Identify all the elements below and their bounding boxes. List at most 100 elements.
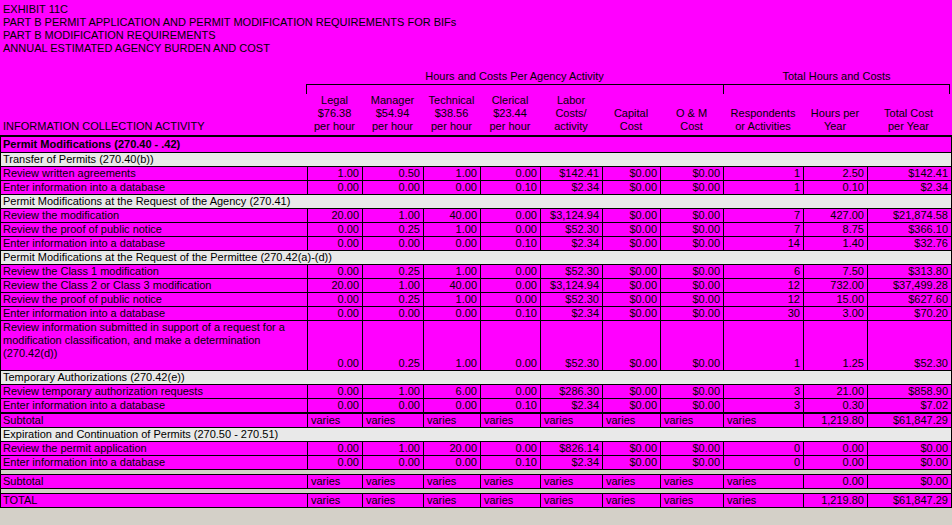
cell-legal: 0.00: [308, 456, 363, 469]
cell-manager: 0.25: [363, 265, 424, 278]
column-header-capital-cost: Capital Cost: [602, 107, 660, 135]
column-header-hours-per-year: Hours per Year: [803, 107, 867, 135]
activity-row: Enter information into a database0.000.0…: [1, 456, 951, 470]
cell-hours-per-year: 0.00: [804, 475, 868, 488]
cell-om-cost: $0.00: [661, 279, 724, 292]
cell-technical: varies: [424, 494, 481, 507]
cell-respondents: varies: [724, 475, 804, 488]
cell-manager: 0.00: [363, 456, 424, 469]
column-header-row: INFORMATION COLLECTION ACTIVITY Legal $7…: [0, 94, 952, 137]
cell-total-cost: $0.00: [868, 475, 951, 488]
cell-manager: varies: [363, 475, 424, 488]
activity-row: Review the modification20.001.0040.000.0…: [1, 209, 951, 223]
cell-labor-cost: $2.34: [541, 399, 603, 412]
cell-capital-cost: $0.00: [603, 181, 661, 194]
cell-total-cost: $61,847.29: [868, 414, 951, 427]
cell-om-cost: varies: [661, 494, 724, 507]
cell-capital-cost: $0.00: [603, 167, 661, 180]
cell-total-cost: $37,499.28: [868, 279, 951, 292]
activity-label: Subtotal: [1, 414, 308, 427]
cell-manager: 0.25: [363, 321, 424, 370]
cell-total-cost: $7.02: [868, 399, 951, 412]
cell-respondents: varies: [724, 494, 804, 507]
cell-total-cost: $0.00: [868, 456, 951, 469]
cell-technical: 0.00: [424, 307, 481, 320]
cell-hours-per-year: 0.30: [804, 399, 868, 412]
report-content: EXHIBIT 11C PART B PERMIT APPLICATION AN…: [0, 0, 952, 508]
cell-hours-per-year: 2.50: [804, 167, 868, 180]
cell-legal: 0.00: [308, 265, 363, 278]
cell-technical: 40.00: [424, 279, 481, 292]
cell-hours-per-year: 427.00: [804, 209, 868, 222]
cell-legal: varies: [308, 414, 363, 427]
activity-row: Enter information into a database0.000.0…: [1, 181, 951, 195]
cell-labor-cost: $142.41: [541, 167, 603, 180]
cell-hours-per-year: 21.00: [804, 385, 868, 398]
cell-legal: 0.00: [308, 385, 363, 398]
cell-om-cost: $0.00: [661, 293, 724, 306]
activity-label: Enter information into a database: [1, 456, 308, 469]
activity-row: Review the proof of public notice0.000.2…: [1, 293, 951, 307]
cell-labor-cost: $2.34: [541, 237, 603, 250]
activity-label: Review the proof of public notice: [1, 293, 308, 306]
column-header-legal: Legal $76.38 per hour: [307, 94, 362, 135]
column-header-manager: Manager $54.94 per hour: [362, 94, 423, 135]
cell-labor-cost: $3,124.94: [541, 279, 603, 292]
cell-technical: 20.00: [424, 442, 481, 455]
cell-hours-per-year: 0.10: [804, 181, 868, 194]
activity-row: Enter information into a database0.000.0…: [1, 237, 951, 251]
cell-legal: 0.00: [308, 293, 363, 306]
cell-labor-cost: varies: [541, 414, 603, 427]
cell-technical: 1.00: [424, 321, 481, 370]
activity-label: Enter information into a database: [1, 181, 308, 194]
cell-manager: 0.50: [363, 167, 424, 180]
cell-om-cost: $0.00: [661, 321, 724, 370]
cell-legal: 0.00: [308, 181, 363, 194]
cell-clerical: 0.00: [481, 321, 541, 370]
column-header-activity: INFORMATION COLLECTION ACTIVITY: [0, 120, 307, 135]
activity-label: Review temporary authorization requests: [1, 385, 308, 398]
subsection-title-row: Permit Modifications at the Request of t…: [1, 251, 951, 265]
cell-technical: 0.00: [424, 181, 481, 194]
cell-hours-per-year: 732.00: [804, 279, 868, 292]
cell-clerical: 0.00: [481, 293, 541, 306]
cell-clerical: 0.00: [481, 279, 541, 292]
cell-legal: 0.00: [308, 442, 363, 455]
subsection-title-row: Transfer of Permits (270.40(b)): [1, 153, 951, 167]
subsection-title-row: Permit Modifications at the Request of t…: [1, 195, 951, 209]
cell-capital-cost: $0.00: [603, 237, 661, 250]
cell-clerical: 0.00: [481, 223, 541, 236]
cell-capital-cost: $0.00: [603, 209, 661, 222]
cell-respondents: 7: [724, 209, 804, 222]
cell-technical: 40.00: [424, 209, 481, 222]
cell-technical: 0.00: [424, 399, 481, 412]
cell-om-cost: varies: [661, 475, 724, 488]
cell-respondents: 0: [724, 456, 804, 469]
activity-row: Review written agreements1.000.501.000.0…: [1, 167, 951, 181]
cell-technical: 1.00: [424, 167, 481, 180]
cell-labor-cost: $2.34: [541, 307, 603, 320]
cell-om-cost: $0.00: [661, 209, 724, 222]
activity-row: Review the Class 1 modification0.000.251…: [1, 265, 951, 279]
cell-om-cost: $0.00: [661, 385, 724, 398]
cell-legal: 20.00: [308, 279, 363, 292]
cell-respondents: 7: [724, 223, 804, 236]
group-divider-tick: [949, 85, 950, 94]
activity-label: Review written agreements: [1, 167, 308, 180]
cell-labor-cost: $52.30: [541, 265, 603, 278]
cell-total-cost: $52.30: [868, 321, 951, 370]
cell-respondents: 3: [724, 399, 804, 412]
cell-respondents: 3: [724, 385, 804, 398]
cell-total-cost: $21,874.58: [868, 209, 951, 222]
activity-label: TOTAL: [1, 494, 308, 507]
cell-labor-cost: $2.34: [541, 181, 603, 194]
cell-hours-per-year: 15.00: [804, 293, 868, 306]
cell-labor-cost: $52.30: [541, 223, 603, 236]
cell-clerical: 0.00: [481, 385, 541, 398]
cell-manager: varies: [363, 414, 424, 427]
column-header-clerical: Clerical $23.44 per hour: [480, 94, 540, 135]
cell-respondents: 0: [724, 442, 804, 455]
cell-capital-cost: $0.00: [603, 442, 661, 455]
cell-respondents: 12: [724, 279, 804, 292]
cell-clerical: 0.00: [481, 167, 541, 180]
